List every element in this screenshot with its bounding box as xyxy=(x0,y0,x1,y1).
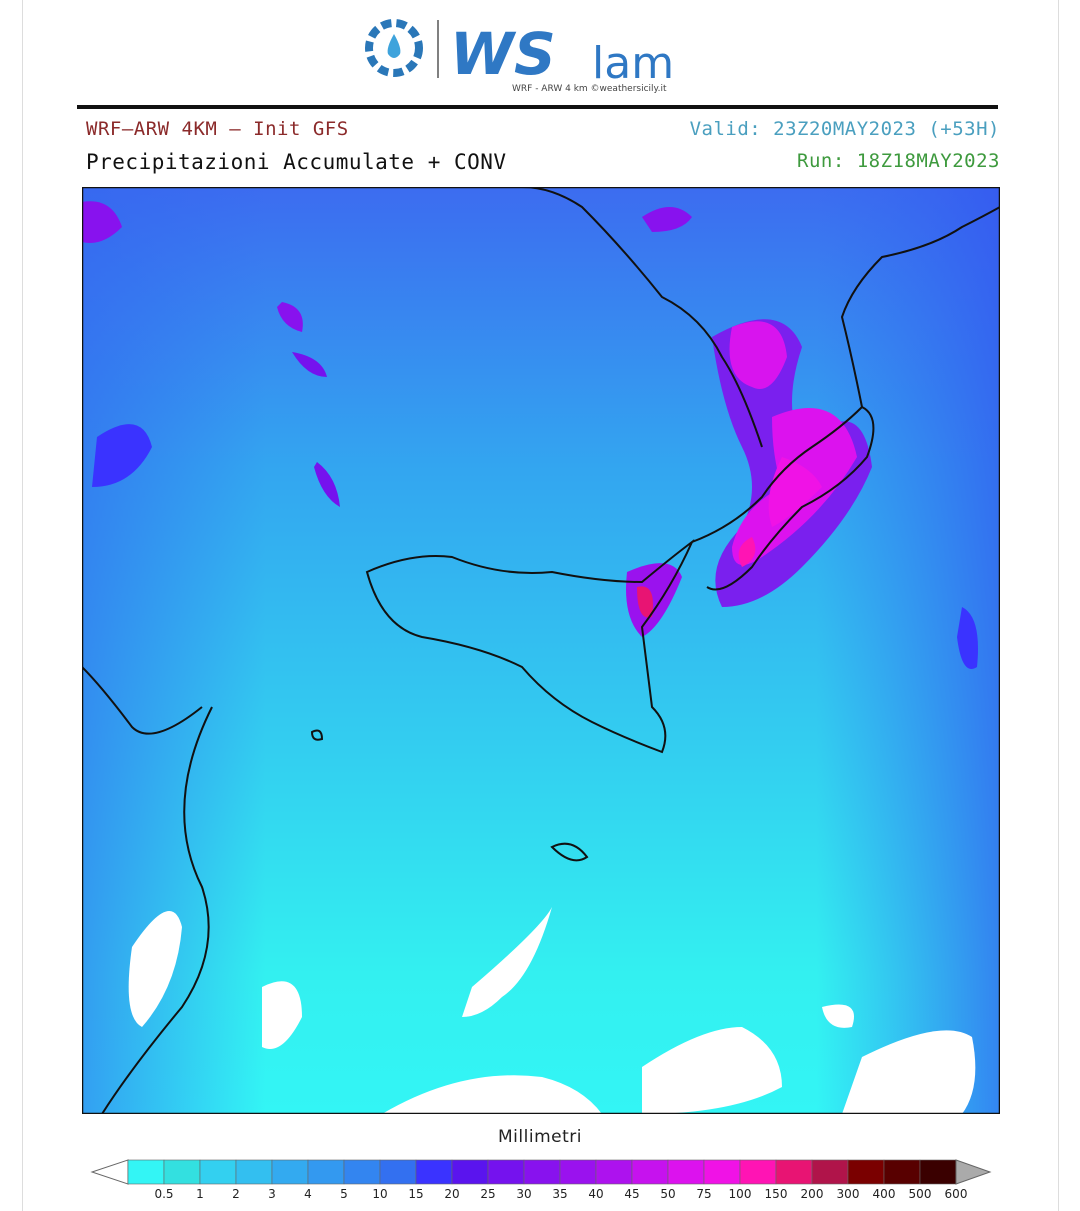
logo-tagline: WRF - ARW 4 km ©weathersicily.it xyxy=(512,84,667,94)
colorbar-label: 400 xyxy=(873,1187,896,1201)
product-label: Precipitazioni Accumulate + CONV xyxy=(86,150,507,174)
colorbar-label: 30 xyxy=(516,1187,531,1201)
colorbar-swatch xyxy=(451,1159,489,1185)
colorbar-swatch xyxy=(415,1159,453,1185)
colorbar-swatch xyxy=(775,1159,813,1185)
colorbar: 0.5 1 2 3 4 5 10 15 20 25 30 35 40 45 50 75 100 150 200 300… xyxy=(90,1159,992,1201)
map-border xyxy=(82,187,1000,1114)
model-label: WRF–ARW 4KM – Init GFS xyxy=(86,118,349,140)
colorbar-label: 600 xyxy=(945,1187,968,1201)
coastline xyxy=(82,187,1000,1114)
colorbar-label: 15 xyxy=(408,1187,423,1201)
colorbar-swatch xyxy=(379,1159,417,1185)
colorbar-swatch xyxy=(703,1159,741,1185)
precip-field xyxy=(82,187,1000,1114)
colorbar-swatch xyxy=(847,1159,885,1185)
frame-right xyxy=(1058,0,1059,1211)
colorbar-swatch xyxy=(235,1159,273,1185)
colorbar-swatch xyxy=(811,1159,849,1185)
colorbar-label: 0.5 xyxy=(154,1187,173,1201)
valid-label: Valid: 23Z20MAY2023 (+53H) xyxy=(689,118,1000,140)
colorbar-swatch xyxy=(883,1159,921,1185)
colorbar-label: 75 xyxy=(696,1187,711,1201)
logo-drop xyxy=(387,34,401,58)
colorbar-label: 50 xyxy=(660,1187,675,1201)
colorbar-label: 20 xyxy=(444,1187,459,1201)
colorbar-swatch xyxy=(667,1159,705,1185)
colorbar-swatch xyxy=(523,1159,561,1185)
colorbar-label: 2 xyxy=(232,1187,240,1201)
colorbar-swatch xyxy=(919,1159,957,1185)
colorbar-swatch xyxy=(163,1159,201,1185)
colorbar-label: 40 xyxy=(588,1187,603,1201)
map xyxy=(82,187,1000,1114)
run-label: Run: 18Z18MAY2023 xyxy=(797,150,1000,172)
colorbar-label: 25 xyxy=(480,1187,495,1201)
colorbar-label: 200 xyxy=(801,1187,824,1201)
frame-left xyxy=(22,0,23,1211)
colorbar-label: 35 xyxy=(552,1187,567,1201)
colorbar-over xyxy=(955,1159,992,1185)
colorbar-label: 100 xyxy=(729,1187,752,1201)
logo-brand-tail: lam xyxy=(592,38,674,89)
colorbar-label: 45 xyxy=(624,1187,639,1201)
colorbar-label: 150 xyxy=(765,1187,788,1201)
colorbar-title: Millimetri xyxy=(498,1127,582,1147)
colorbar-label: 3 xyxy=(268,1187,276,1201)
colorbar-swatch xyxy=(307,1159,345,1185)
colorbar-label: 5 xyxy=(340,1187,348,1201)
colorbar-label: 500 xyxy=(909,1187,932,1201)
colorbar-swatch xyxy=(271,1159,309,1185)
colorbar-label: 1 xyxy=(196,1187,204,1201)
colorbar-swatch xyxy=(739,1159,777,1185)
colorbar-label: 4 xyxy=(304,1187,312,1201)
colorbar-under xyxy=(90,1159,129,1185)
colorbar-swatch xyxy=(559,1159,597,1185)
no-precip xyxy=(128,907,976,1114)
colorbar-label: 300 xyxy=(837,1187,860,1201)
colorbar-swatch xyxy=(343,1159,381,1185)
colorbar-swatch xyxy=(127,1159,165,1185)
header-rule xyxy=(77,105,998,109)
logo-gear xyxy=(365,19,423,77)
logo: WS lam WRF - ARW 4 km ©weathersicily.it xyxy=(365,19,674,94)
colorbar-swatch xyxy=(199,1159,237,1185)
colorbar-label: 10 xyxy=(372,1187,387,1201)
colorbar-swatch xyxy=(595,1159,633,1185)
colorbar-swatch xyxy=(631,1159,669,1185)
logo-brand: WS xyxy=(450,20,556,88)
colorbar-swatch xyxy=(487,1159,525,1185)
